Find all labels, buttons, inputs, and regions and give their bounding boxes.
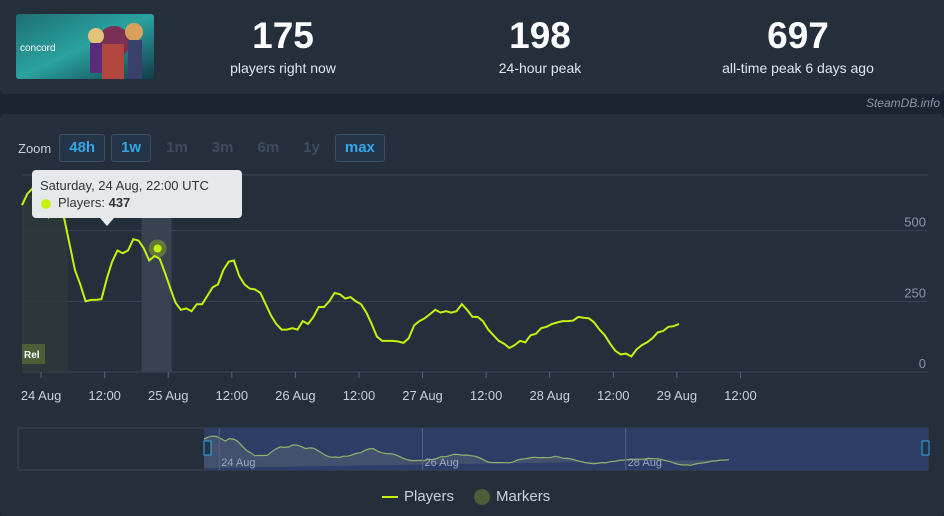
chart-legend: Players Markers: [382, 488, 550, 505]
players-now-stat: 175 players right now: [168, 14, 398, 76]
x-tick-label: 12:00: [597, 388, 630, 403]
navigator-right-handle[interactable]: [921, 440, 930, 456]
tooltip-date: Saturday, 24 Aug, 22:00 UTC: [40, 178, 209, 193]
zoom-label: Zoom: [18, 140, 52, 156]
x-tick-label: 26 Aug: [275, 388, 316, 403]
release-marker[interactable]: Rel: [22, 344, 45, 364]
markers-legend-label[interactable]: Markers: [496, 488, 551, 505]
tooltip-series-line: Players: 437: [58, 195, 130, 210]
tooltip-arrow: [100, 218, 114, 226]
tooltip-value: 437: [108, 195, 131, 210]
release-marker-label: Rel: [24, 350, 40, 361]
stats-header: concord 175 players right now 198 24-hou…: [0, 0, 944, 94]
all-time-peak-label: all-time peak 6 days ago: [722, 60, 874, 76]
all-time-peak-stat: 697 all-time peak 6 days ago: [683, 14, 913, 76]
chart-tooltip: Saturday, 24 Aug, 22:00 UTC Players: 437: [32, 170, 242, 226]
navigator-tick-label: 24 Aug: [221, 457, 255, 469]
release-marker-box: [22, 344, 45, 364]
x-tick-label: 12:00: [470, 388, 503, 403]
x-tick-label: 12:00: [216, 388, 249, 403]
x-tick-label: 12:00: [343, 388, 376, 403]
x-tick-label: 25 Aug: [148, 388, 189, 403]
players-legend-label[interactable]: Players: [404, 488, 455, 505]
y-tick-label: 0: [919, 356, 926, 371]
x-tick-label: 27 Aug: [402, 388, 443, 403]
steamdb-credit[interactable]: SteamDB.info: [865, 96, 940, 110]
peak-24h-label: 24-hour peak: [498, 60, 582, 76]
game-thumbnail[interactable]: concord: [16, 14, 154, 79]
all-time-peak-value: 697: [767, 15, 829, 56]
navigator-tick-label: 26 Aug: [424, 457, 458, 469]
zoom-48h-button[interactable]: 48h: [59, 134, 106, 162]
tooltip-series-name: Players:: [58, 195, 105, 210]
game-logo-text: concord: [20, 43, 56, 54]
navigator-tick-label: 28 Aug: [628, 457, 662, 469]
players-series-line[interactable]: [21, 187, 680, 358]
pre-release-shade: [22, 195, 68, 372]
x-tick-label: 12:00: [724, 388, 757, 403]
navigator-area: [204, 436, 729, 468]
tooltip-series-dot: [41, 199, 51, 209]
peak-24h-value: 198: [509, 15, 571, 56]
players-now-value: 175: [252, 15, 314, 56]
x-tick-label: 29 Aug: [657, 388, 698, 403]
navigator-chart[interactable]: 24 Aug 26 Aug 28 Aug: [0, 424, 944, 474]
navigator-left-handle[interactable]: [203, 440, 212, 456]
peak-24h-stat: 198 24-hour peak: [425, 14, 655, 76]
zoom-6m-button[interactable]: 6m: [257, 139, 280, 156]
players-now-label: players right now: [230, 60, 336, 76]
zoom-1y-button[interactable]: 1y: [303, 139, 320, 156]
x-tick-label: 28 Aug: [529, 388, 570, 403]
zoom-3m-button[interactable]: 3m: [211, 139, 234, 156]
x-tick-label: 24 Aug: [21, 388, 62, 403]
x-tick-label: 12:00: [88, 388, 121, 403]
zoom-1w-button[interactable]: 1w: [111, 134, 152, 162]
players-legend-swatch[interactable]: [382, 495, 398, 498]
markers-legend-swatch[interactable]: [474, 488, 491, 505]
y-tick-label: 500: [904, 215, 926, 230]
zoom-1m-button[interactable]: 1m: [166, 139, 188, 156]
zoom-max-button[interactable]: max: [334, 134, 385, 162]
game-artwork: concord: [16, 14, 154, 79]
y-tick-label: 250: [904, 285, 926, 300]
navigator-line: [203, 435, 730, 466]
zoom-controls: Zoom 48h 1w 1m 3m 6m 1y max: [18, 134, 391, 162]
highlight-point[interactable]: [153, 244, 162, 253]
